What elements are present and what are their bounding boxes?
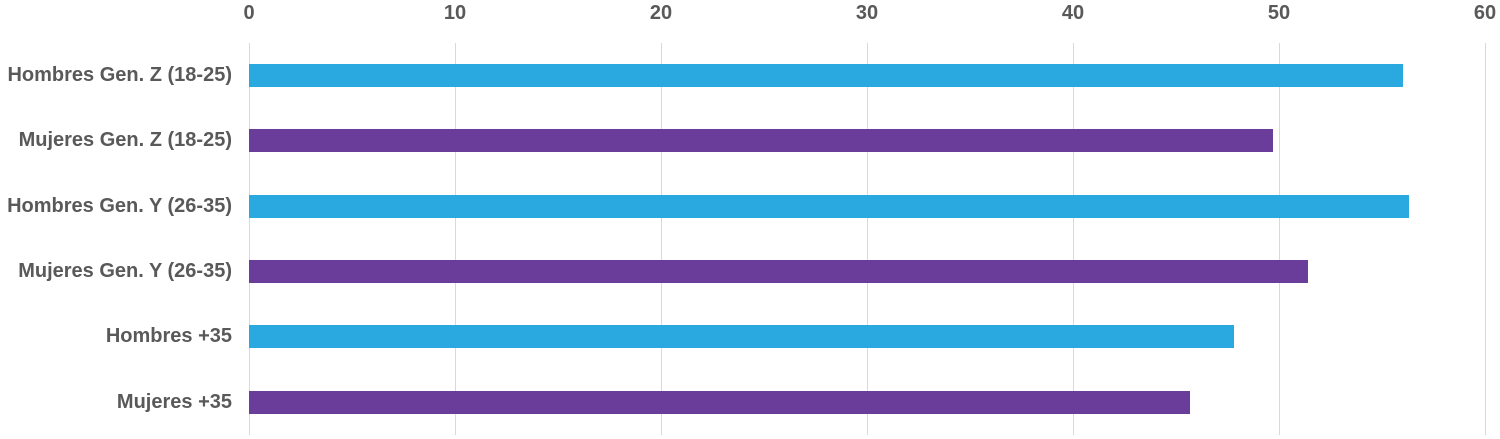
gridline [1485,43,1486,435]
category-label: Mujeres Gen. Y (26-35) [18,260,232,283]
bar [249,325,1234,349]
bar [249,64,1403,88]
bar-row [249,239,1485,304]
bar-row [249,108,1485,173]
gridline [249,43,250,435]
x-axis-tick-label: 40 [1061,2,1085,24]
x-axis-tick-label: 20 [649,2,673,24]
bar-row [249,174,1485,239]
bar [249,129,1273,153]
gridline [661,43,662,435]
gridline [1073,43,1074,435]
x-axis: 0 10 20 30 40 50 60 [243,0,1496,30]
bar-row [249,370,1485,435]
category-label: Mujeres +35 [116,390,232,413]
x-axis-tick-label: 30 [855,2,879,24]
x-axis-tick-label: 50 [1267,2,1291,24]
category-label: Hombres Gen. Z (18-25) [7,64,232,87]
category-label: Hombres Gen. Y (26-35) [7,194,232,217]
bar-row [249,43,1485,108]
category-labels: Hombres Gen. Z (18-25) Mujeres Gen. Z (18… [0,43,232,435]
gridline [455,43,456,435]
category-label: Mujeres Gen. Z (18-25) [18,129,232,152]
bar [249,194,1409,218]
gridline [1279,43,1280,435]
x-axis-tick-label: 0 [243,2,255,24]
category-label: Hombres +35 [105,325,232,348]
plot-area [249,43,1486,435]
bar [249,260,1308,284]
x-axis-tick-label: 10 [443,2,467,24]
x-axis-tick-label: 60 [1473,2,1497,24]
bar [249,390,1191,414]
bar-row [249,304,1485,369]
gridline [867,43,868,435]
